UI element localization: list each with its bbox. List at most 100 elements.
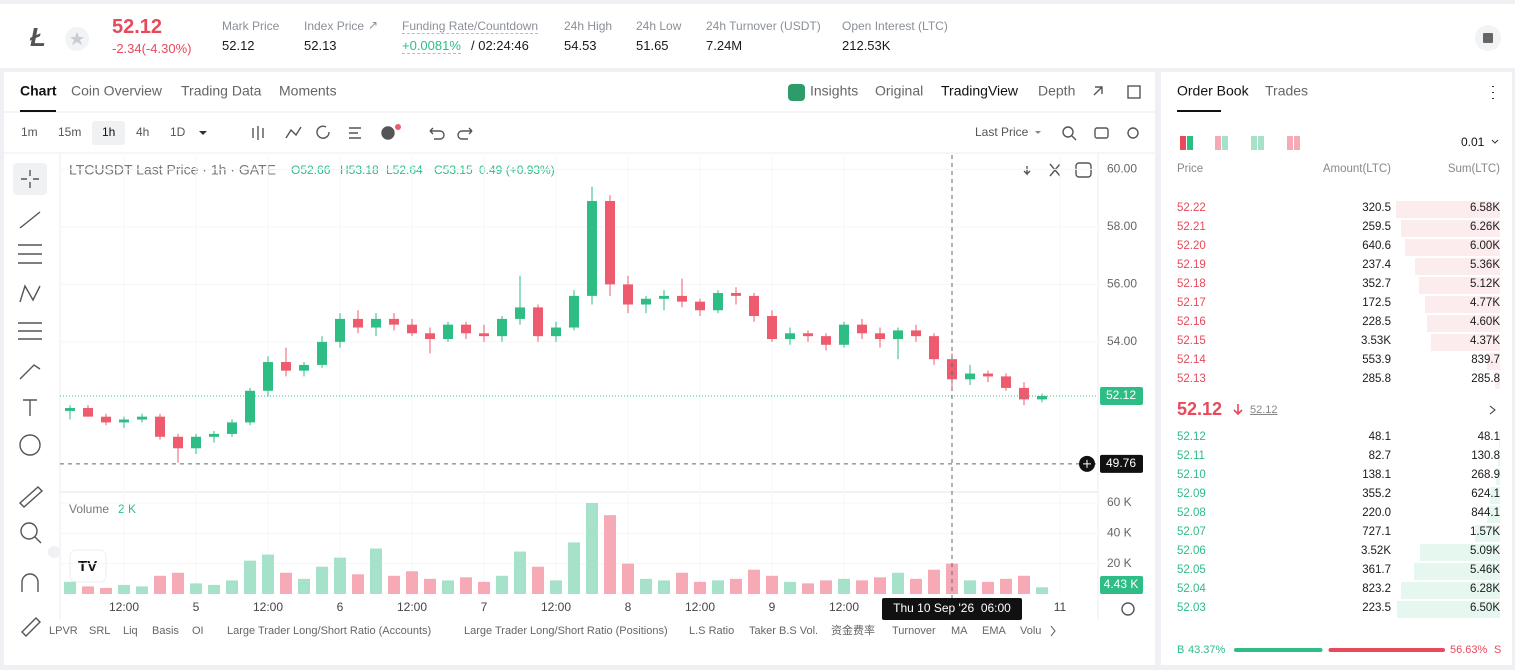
indicator[interactable]: SRL [89, 625, 110, 637]
x-tick-label: 12:00 [685, 600, 715, 614]
volume-bar [550, 580, 562, 594]
row-amount: 3.53K [1360, 335, 1391, 347]
interval[interactable]: 1h [102, 125, 115, 139]
orderbook-row[interactable]: 52.16 228.5 4.60K [1161, 314, 1511, 332]
row-price: 52.14 [1177, 354, 1206, 366]
orderbook-row[interactable]: 52.09 355.2 624.1 [1161, 486, 1511, 504]
favorite-star[interactable] [64, 26, 90, 52]
volume-bar [154, 575, 166, 594]
indicator[interactable]: Taker B.S Vol. [749, 625, 818, 637]
depth-bar [1497, 449, 1500, 466]
orderbook-row[interactable]: 52.03 223.5 6.50K [1161, 600, 1511, 618]
chart-tab[interactable]: Trading Data [181, 83, 262, 99]
orderbook-row[interactable]: 52.22 320.5 6.58K [1161, 200, 1511, 218]
row-sum: 6.00K [1469, 240, 1500, 252]
volume-bar [388, 575, 400, 594]
stat-value: 54.53 [564, 38, 597, 53]
dropdown-arrow[interactable] [1035, 131, 1041, 134]
indicator[interactable]: OI [192, 625, 204, 637]
volume-bar [766, 575, 778, 594]
buy-label: B [1177, 644, 1184, 656]
notes-icon[interactable] [1474, 24, 1502, 52]
volume-bar [460, 577, 472, 594]
orderbook-row[interactable]: 52.17 172.5 4.77K [1161, 295, 1511, 313]
orderbook-row[interactable]: 52.21 259.5 6.26K [1161, 219, 1511, 237]
indicator[interactable]: Basis [152, 625, 179, 637]
collapse-button[interactable] [48, 546, 60, 558]
interval[interactable]: 1D [170, 125, 186, 139]
indicator[interactable]: Liq [123, 625, 138, 637]
indicator[interactable]: Large Trader Long/Short Ratio (Accounts) [227, 625, 431, 637]
price-change: -2.34(-4.30%) [112, 41, 192, 56]
orderbook-row[interactable]: 52.14 553.9 839.7 [1161, 352, 1511, 370]
dropdown-arrow[interactable] [199, 131, 207, 135]
volume-bar [64, 581, 76, 594]
orderbook-row[interactable]: 52.13 285.8 285.8 [1161, 371, 1511, 389]
view-tab[interactable]: TradingView [941, 83, 1019, 99]
volume-bar [586, 503, 598, 594]
orderbook-row[interactable]: 52.07 727.1 1.57K [1161, 524, 1511, 542]
orderbook-row[interactable]: 52.06 3.52K 5.09K [1161, 543, 1511, 561]
row-price: 52.20 [1177, 240, 1206, 252]
orderbook-row[interactable]: 52.19 237.4 5.36K [1161, 257, 1511, 275]
orderbook-row[interactable]: 52.20 640.6 6.00K [1161, 238, 1511, 256]
chart-tab[interactable]: Coin Overview [71, 83, 163, 99]
interval[interactable]: 15m [58, 125, 81, 139]
insights-icon[interactable] [788, 84, 805, 101]
orderbook-row[interactable]: 52.15 3.53K 4.37K [1161, 333, 1511, 351]
candle-body [911, 330, 921, 337]
indicator[interactable]: Turnover [892, 625, 936, 637]
stat-label: 24h High [564, 19, 613, 33]
volume-bar [874, 577, 886, 594]
view-tab[interactable]: Original [875, 83, 923, 99]
orderbook-row[interactable]: 52.05 361.7 5.46K [1161, 562, 1511, 580]
orderbook-row[interactable]: 52.12 48.1 48.1 [1161, 429, 1511, 447]
indicator[interactable]: 资金费率 [831, 623, 875, 637]
candle-body [1037, 395, 1047, 400]
precision[interactable]: 0.01 [1461, 135, 1485, 149]
orderbook-tab[interactable]: Trades [1265, 83, 1308, 99]
orderbook-row[interactable]: 52.11 82.7 130.8 [1161, 448, 1511, 466]
candle-body [173, 436, 183, 449]
orderbook-row[interactable]: 52.18 352.7 5.12K [1161, 276, 1511, 294]
interval[interactable]: 1m [21, 125, 38, 139]
y-tick-label: 58.00 [1107, 219, 1137, 233]
volume-tick-label: 60 K [1107, 495, 1132, 509]
indicator[interactable]: EMA [982, 625, 1007, 637]
volume-tick-label: 20 K [1107, 556, 1132, 570]
orderbook-row[interactable]: 52.08 220.0 844.1 [1161, 505, 1511, 523]
depth-bar [1413, 563, 1500, 580]
chart-tab[interactable]: Moments [279, 83, 337, 99]
candle-body [209, 433, 219, 437]
view-tab[interactable]: Insights [810, 83, 858, 99]
candle-body [335, 318, 345, 342]
layout-icons[interactable] [1180, 136, 1300, 150]
indicator[interactable]: MA [951, 625, 968, 637]
link-arrow[interactable]: ↗ [368, 18, 379, 32]
orderbook-tab[interactable]: Order Book [1177, 83, 1250, 99]
row-amount: 48.1 [1368, 431, 1391, 443]
volume-bar [298, 578, 310, 594]
indicator[interactable]: Volu [1020, 625, 1041, 637]
price-source[interactable]: Last Price [975, 125, 1029, 139]
interval[interactable]: 4h [136, 125, 149, 139]
chart-tab[interactable]: Chart [20, 83, 57, 99]
indicator[interactable]: L.S Ratio [689, 625, 734, 637]
volume-bar [352, 574, 364, 594]
sell-label: S [1494, 644, 1501, 656]
indicator[interactable]: LPVR [49, 625, 78, 637]
candle-body [101, 416, 111, 423]
row-price: 52.06 [1177, 545, 1206, 557]
x-tick-label: 12:00 [541, 600, 571, 614]
volume-bar [244, 560, 256, 594]
x-tick-label: 7 [481, 600, 488, 614]
tv-logo [69, 549, 107, 583]
indicator[interactable]: Large Trader Long/Short Ratio (Positions… [464, 625, 668, 637]
row-sum: 1.57K [1469, 526, 1500, 538]
view-tab[interactable]: Depth [1038, 83, 1075, 99]
orderbook-row[interactable]: 52.04 823.2 6.28K [1161, 581, 1511, 599]
orderbook-row[interactable]: 52.10 138.1 268.9 [1161, 467, 1511, 485]
volume-bar [982, 581, 994, 594]
stat-label[interactable]: Index Price [304, 19, 365, 33]
